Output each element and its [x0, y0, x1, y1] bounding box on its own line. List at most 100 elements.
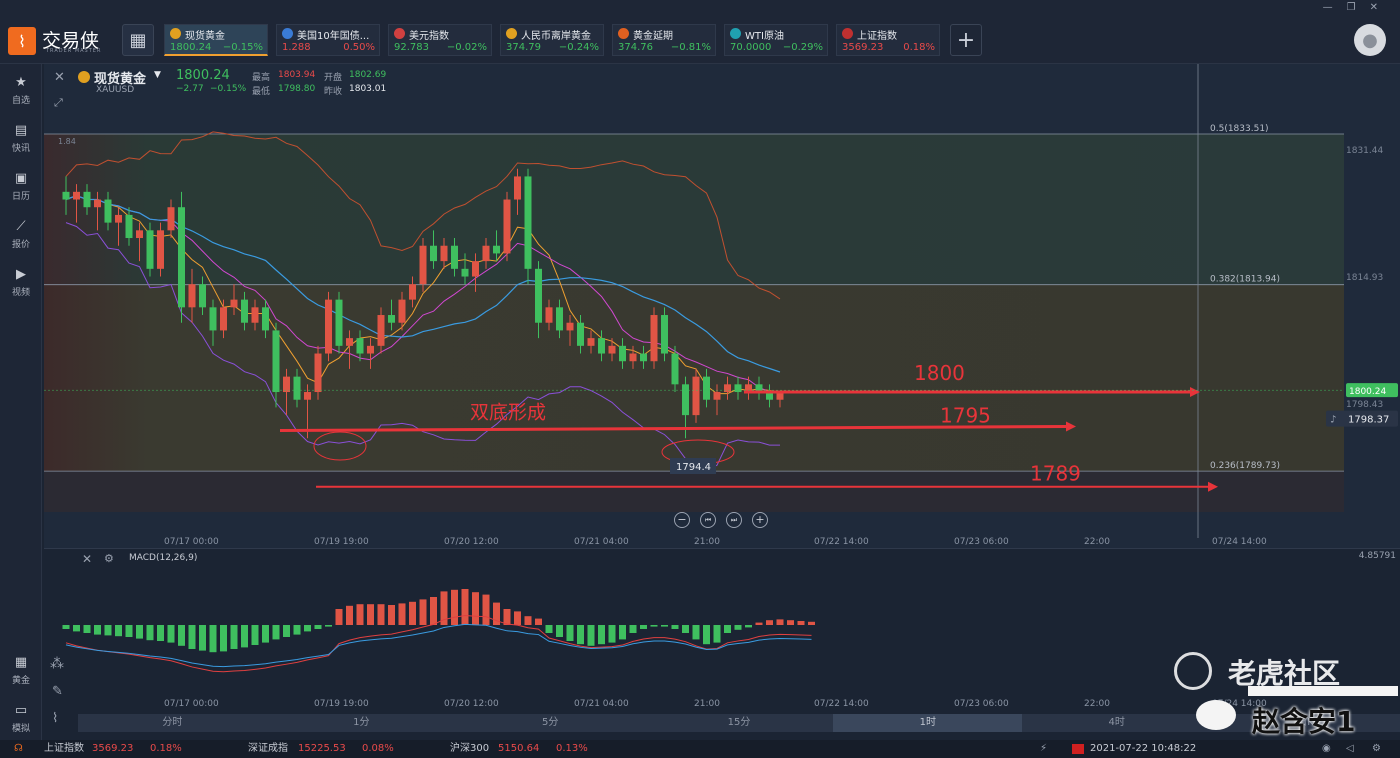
- candle: [325, 299, 332, 354]
- user-avatar[interactable]: ●: [1354, 24, 1386, 56]
- sidebar: ★ 自选 ▤ 快讯 ▣ 日历 ⟋ 报价 ▶ 视频 ▦ 黄金 ▭ 模拟: [0, 64, 42, 740]
- calendar-icon: ▣: [14, 171, 28, 186]
- candle: [587, 338, 595, 346]
- scroll-right-button[interactable]: ⏭: [726, 512, 742, 528]
- candlestick-chart[interactable]: 0.5(1833.51) 0.382(1813.94) 0.236(1789.73)…: [44, 64, 1400, 548]
- period-tab[interactable]: 分时: [162, 717, 183, 728]
- candle: [377, 315, 385, 346]
- symbol-dropdown-icon[interactable]: ▼: [154, 70, 161, 80]
- macd-panel[interactable]: 07/17 00:00 07/19 19:00 07/20 12:00 07/21 0…: [44, 548, 1400, 712]
- gold-coin-icon: [78, 71, 90, 83]
- close-chart-icon[interactable]: ✕: [54, 70, 65, 85]
- ticker-name: WTI原油: [745, 31, 784, 42]
- pen-icon[interactable]: ✎: [52, 684, 63, 699]
- macd-bar: [388, 605, 395, 625]
- pattern-annotation: 双底形成: [470, 402, 546, 424]
- level-annotation: 1789: [1030, 462, 1081, 486]
- macd-title: MACD(12,26,9): [129, 553, 198, 563]
- candle: [356, 338, 364, 354]
- camera-icon[interactable]: ◉: [1322, 743, 1331, 754]
- period-tab[interactable]: 1分: [353, 717, 370, 728]
- macd-x-tick: 07/21 04:00: [574, 699, 629, 709]
- ticker-name: 上证指数: [857, 31, 897, 42]
- ticker-card[interactable]: 美国10年国债... 1.288 0.50%: [276, 24, 380, 56]
- macd-x-tick: 07/17 00:00: [164, 699, 219, 709]
- candle: [115, 214, 122, 223]
- scroll-left-button[interactable]: ⏮: [700, 512, 716, 528]
- zoom-in-button[interactable]: +: [752, 512, 768, 528]
- high-value: 1803.94: [278, 70, 316, 80]
- close-icon[interactable]: ✕: [1369, 2, 1392, 13]
- sidebar-item-quotes[interactable]: ⟋ 报价: [0, 214, 42, 258]
- mute-icon[interactable]: ◁: [1346, 743, 1354, 754]
- plus-icon: +: [956, 27, 976, 53]
- settings-icon[interactable]: ⚙: [104, 552, 114, 565]
- period-tab[interactable]: 1时: [833, 714, 1023, 732]
- sh-index-change: 0.18%: [150, 743, 182, 754]
- arrowhead-1789: [1208, 481, 1218, 492]
- indicator-icon[interactable]: ⁂: [50, 656, 64, 672]
- macd-bar: [556, 625, 563, 637]
- sidebar-item-calendar[interactable]: ▣ 日历: [0, 166, 42, 210]
- sidebar-item-watchlist[interactable]: ★ 自选: [0, 70, 42, 114]
- watermark-user: 赵含安1: [1252, 705, 1356, 738]
- chart-settings-icon[interactable]: ⌇: [52, 711, 59, 726]
- sh-index-name[interactable]: 上证指数: [44, 743, 84, 754]
- macd-bar: [398, 603, 406, 625]
- ticker-price: 92.783: [394, 42, 429, 53]
- add-ticker-button[interactable]: +: [950, 24, 982, 56]
- macd-bar: [430, 597, 437, 625]
- x-tick-label: 22:00: [1084, 537, 1110, 547]
- ticker-card[interactable]: 上证指数 3569.23 0.18%: [836, 24, 940, 56]
- ticker-icon: [170, 28, 181, 39]
- sidebar-item-label: 报价: [11, 240, 30, 250]
- period-tab[interactable]: 15分: [727, 717, 751, 728]
- bottom-circle-1: [313, 431, 367, 461]
- period-tab[interactable]: 日K: [1297, 717, 1314, 728]
- macd-bar: [524, 616, 532, 625]
- hs300-value: 5150.64: [498, 743, 540, 754]
- sidebar-item-news[interactable]: ▤ 快讯: [0, 118, 42, 162]
- period-tab[interactable]: 4时: [1108, 717, 1125, 728]
- level-annotation: 1800: [914, 361, 965, 385]
- sidebar-item-label: 黄金: [11, 676, 30, 686]
- settings-gear-icon[interactable]: ⚙: [1372, 743, 1381, 754]
- macd-chart[interactable]: 07/17 00:00 07/19 19:00 07/20 12:00 07/21 0…: [44, 549, 1400, 713]
- symbol-name[interactable]: 现货黄金: [94, 72, 147, 87]
- boll-lower-line: [65, 222, 780, 471]
- window-controls[interactable]: —❐✕: [1323, 2, 1392, 13]
- candle: [713, 392, 721, 400]
- macd-bar: [503, 609, 511, 625]
- minimize-icon[interactable]: —: [1322, 2, 1347, 13]
- ticker-card[interactable]: 人民币离岸黄金 374.79 −0.24%: [500, 24, 604, 56]
- candle: [545, 307, 553, 323]
- draw-tool-icon[interactable]: ⤢: [54, 96, 63, 109]
- macd-bar: [650, 625, 658, 627]
- macd-bar: [545, 625, 553, 633]
- ticker-card[interactable]: WTI原油 70.0000 −0.29%: [724, 24, 828, 56]
- macd-bar: [115, 625, 122, 637]
- layout-grid-button[interactable]: ▦: [122, 24, 154, 56]
- headset-icon[interactable]: ☊: [14, 743, 23, 754]
- hs300-name[interactable]: 沪深300: [450, 743, 490, 754]
- maximize-icon[interactable]: ❐: [1346, 2, 1370, 13]
- close-macd-icon[interactable]: ✕: [82, 552, 93, 566]
- ticker-card[interactable]: 现货黄金 1800.24 −0.15%: [164, 24, 268, 56]
- ticker-icon: [506, 28, 517, 39]
- price-axis-bg: [1344, 64, 1400, 548]
- sidebar-item-gold[interactable]: ▦ 黄金: [0, 650, 42, 694]
- price-chart-panel[interactable]: 0.5(1833.51) 0.382(1813.94) 0.236(1789.73)…: [44, 64, 1400, 548]
- ticker-card[interactable]: 黄金延期 374.76 −0.81%: [612, 24, 716, 56]
- zoom-out-button[interactable]: −: [674, 512, 690, 528]
- tiger-logo-icon: [1174, 652, 1212, 690]
- ticker-change: 0.50%: [343, 42, 375, 53]
- ticker-card[interactable]: 美元指数 92.783 −0.02%: [388, 24, 492, 56]
- candle: [472, 261, 479, 277]
- sidebar-item-video[interactable]: ▶ 视频: [0, 262, 42, 306]
- sz-index-name[interactable]: 深证成指: [248, 743, 288, 754]
- sidebar-item-simulate[interactable]: ▭ 模拟: [0, 698, 42, 742]
- macd-bar: [482, 594, 490, 625]
- period-tab[interactable]: 5分: [541, 717, 559, 728]
- app-logo[interactable]: ⌇ 交易侠 TRADER MASTER: [8, 26, 108, 56]
- ticker-icon: [842, 28, 853, 39]
